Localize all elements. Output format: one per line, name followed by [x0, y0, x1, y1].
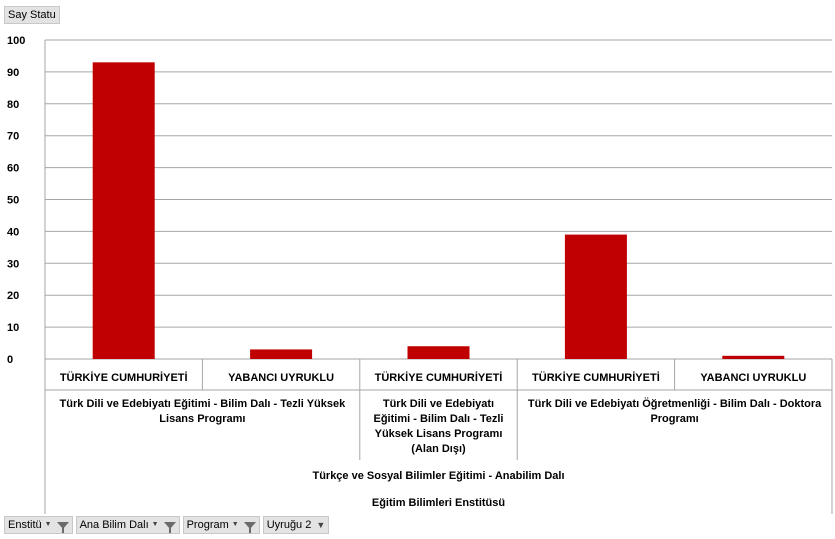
category-label: YABANCI UYRUKLU	[228, 372, 334, 384]
program-label: Türk Dili ve Edebiyatı Eğitimi - Bilim D…	[60, 398, 347, 410]
y-tick-label: 100	[7, 35, 25, 47]
y-tick-label: 40	[7, 226, 19, 238]
chevron-down-icon: ▼	[151, 521, 159, 528]
category-label: TÜRKİYE CUMHURİYETİ	[60, 371, 188, 384]
category-label: YABANCI UYRUKLU	[700, 372, 806, 384]
filter-ana-bilim-dali-button[interactable]: Ana Bilim Dalı ▼	[75, 516, 180, 534]
filter-program-label: Program	[186, 519, 229, 531]
program-label: (Alan Dışı)	[411, 443, 466, 455]
category-label: TÜRKİYE CUMHURİYETİ	[375, 371, 503, 384]
category-label: TÜRKİYE CUMHURİYETİ	[532, 371, 660, 384]
value-field-label: Say Statu	[8, 9, 56, 21]
chevron-down-icon: ▼	[231, 521, 239, 528]
y-tick-label: 80	[7, 99, 19, 111]
filter-bar: Enstitü ▼ Ana Bilim Dalı ▼ Program ▼ Uyr…	[4, 516, 330, 536]
bar	[722, 355, 785, 359]
value-field-button[interactable]: Say Statu	[4, 6, 60, 24]
bar	[250, 349, 313, 359]
y-tick-label: 30	[7, 258, 19, 270]
program-label: Türk Dili ve Edebiyatı Öğretmenliği - Bi…	[528, 397, 822, 410]
y-tick-label: 0	[7, 354, 13, 366]
filter-program-button[interactable]: Program ▼	[182, 516, 260, 534]
y-tick-label: 70	[7, 131, 19, 143]
program-label: Eğitimi - Bilim Dalı - Tezli	[374, 413, 504, 425]
filter-icon	[56, 521, 69, 533]
filter-enstitu-button[interactable]: Enstitü ▼	[4, 516, 73, 534]
filter-uyrugu-label: Uyruğu 2	[266, 519, 312, 531]
program-label: Türk Dili ve Edebiyatı	[383, 398, 494, 410]
filter-enstitu-label: Enstitü	[8, 519, 42, 531]
filter-uyrugu-button[interactable]: Uyruğu 2 ▼	[262, 516, 330, 534]
department-label: Türkçe ve Sosyal Bilimler Eğitimi - Anab…	[312, 470, 564, 482]
y-tick-label: 10	[7, 322, 19, 334]
y-tick-label: 90	[7, 67, 19, 79]
y-tick-label: 20	[7, 290, 19, 302]
chevron-down-icon: ▼	[44, 521, 52, 528]
filter-icon	[163, 521, 176, 533]
program-label: Programı	[650, 413, 698, 425]
bar	[407, 346, 470, 359]
program-label: Yüksek Lisans Programı	[375, 428, 503, 440]
institute-label: Eğitim Bilimleri Enstitüsü	[372, 497, 505, 509]
program-label: Lisans Programı	[159, 413, 245, 425]
bar	[92, 62, 155, 360]
filter-icon	[243, 521, 256, 533]
chevron-down-icon: ▼	[316, 520, 326, 530]
y-tick-label: 60	[7, 163, 19, 175]
bar	[564, 234, 627, 359]
y-tick-label: 50	[7, 195, 19, 207]
filter-ana-bilim-dali-label: Ana Bilim Dalı	[79, 519, 149, 531]
